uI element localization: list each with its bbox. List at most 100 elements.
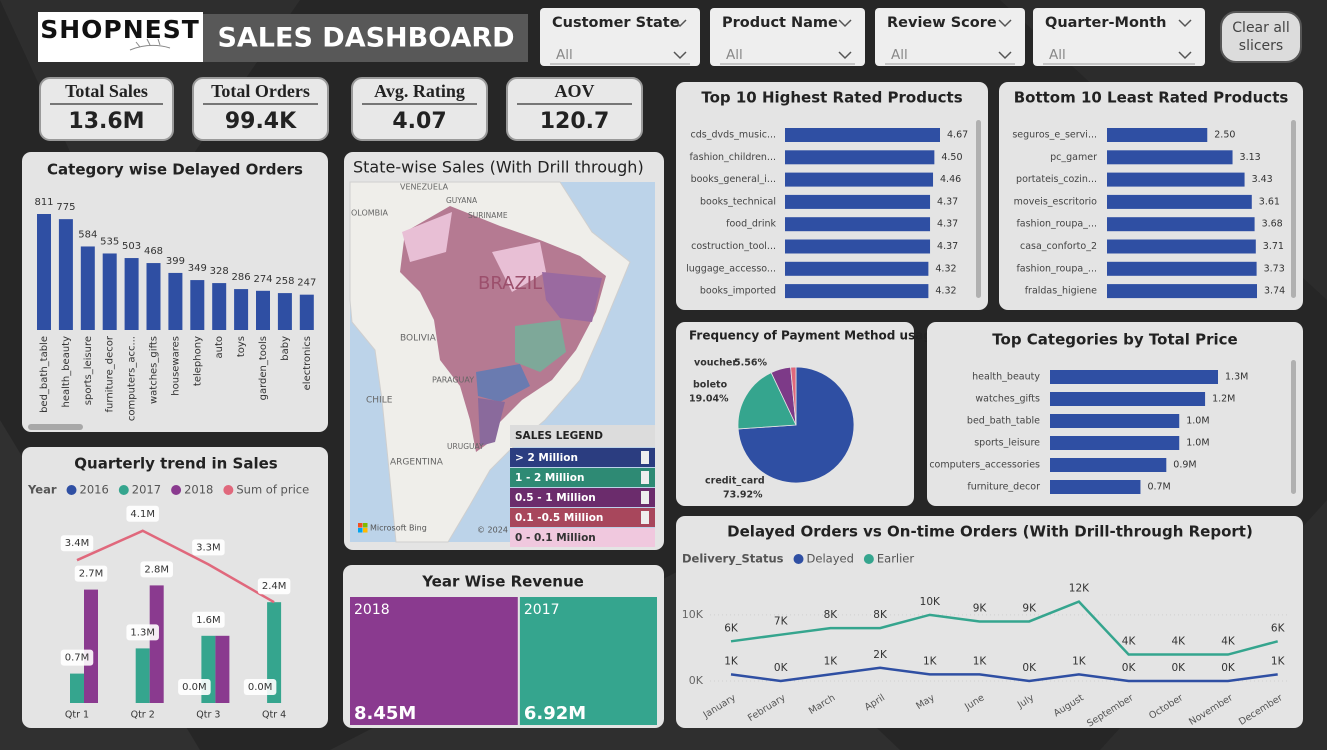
y-tick-label: moveis_escritorio	[1014, 196, 1098, 207]
data-label: 3.73	[1264, 263, 1285, 274]
data-label-box	[140, 561, 173, 578]
slicer-value[interactable]: All	[556, 47, 573, 63]
slicer[interactable]	[540, 8, 700, 66]
y-tick-label: casa_conforto_2	[1020, 241, 1097, 252]
bar	[135, 648, 150, 703]
data-label: 0.7M	[65, 653, 90, 664]
legend-handle	[641, 511, 649, 524]
y-tick-label: books_technical	[700, 196, 776, 207]
slicer-value[interactable]: All	[726, 47, 743, 63]
data-label: 3.13	[1240, 152, 1261, 163]
data-label: 468	[144, 246, 163, 257]
slicer[interactable]	[875, 8, 1025, 66]
data-label-box	[74, 565, 108, 582]
clear-slicers-button[interactable]: Clear all slicers	[1220, 11, 1302, 63]
data-label: 4.32	[935, 286, 956, 297]
map-label: BOLIVIA	[400, 334, 437, 344]
x-tick-label: bed_bath_table	[39, 336, 50, 413]
data-label: 2K	[873, 649, 888, 661]
chevron	[1178, 51, 1192, 60]
data-label: 775	[56, 202, 75, 213]
data-label: 2.4M	[262, 581, 287, 592]
slicer[interactable]	[1033, 8, 1205, 66]
data-label: 4.67	[947, 130, 968, 141]
data-label: 4.32	[935, 263, 956, 274]
data-label: 2.50	[1214, 130, 1235, 141]
bar	[785, 194, 931, 209]
y-tick-label: cds_dvds_music...	[691, 130, 776, 141]
legend-title: Year	[27, 483, 57, 497]
data-label: 1K	[923, 655, 938, 667]
data-label: 0.9M	[1173, 460, 1196, 471]
data-label: 349	[188, 263, 207, 274]
y-tick-label: watches_gifts	[975, 394, 1040, 405]
x-tick-label: housewares	[170, 336, 181, 396]
bar	[785, 128, 940, 142]
bar	[1050, 392, 1206, 406]
data-label: 328	[210, 266, 229, 277]
scrollbar	[1291, 360, 1296, 494]
chevron	[673, 19, 687, 28]
chevron	[1178, 19, 1192, 28]
y-tick-label: 10K	[682, 608, 704, 621]
map-label: URUGUAY	[447, 442, 484, 451]
y-tick-label: computers_accessories	[929, 460, 1040, 471]
x-tick-label: telephony	[192, 336, 203, 386]
kpi-label: Total Sales	[65, 81, 148, 101]
legend-marker	[66, 485, 77, 495]
map-label: VENEZUELA	[400, 183, 449, 192]
legend-marker	[223, 485, 234, 495]
y-tick-label: fashion_roupa_...	[1016, 263, 1097, 274]
bar	[1107, 217, 1255, 232]
bar	[1107, 172, 1245, 187]
bar	[1107, 150, 1233, 165]
map-region	[492, 242, 546, 292]
data-label: 1.0M	[1186, 416, 1209, 427]
map-region	[402, 212, 452, 262]
bar	[1050, 480, 1141, 494]
slicer-label: Product Name	[722, 15, 838, 31]
data-label: 1K	[724, 655, 739, 667]
data-label: 1K	[1271, 655, 1286, 667]
dashboard-title: SALES DASHBOARD	[217, 23, 514, 54]
map-label: ARGENTINA	[390, 458, 444, 468]
bar	[1107, 194, 1252, 209]
x-tick-label: toys	[236, 336, 247, 357]
data-label: 0K	[1122, 662, 1137, 674]
chevron	[998, 51, 1012, 60]
data-label: 0.0M	[182, 682, 207, 693]
data-label: 4.1M	[130, 509, 155, 520]
panel	[22, 447, 328, 728]
bar	[168, 272, 183, 330]
x-tick-label: sports_leisure	[83, 336, 94, 405]
y-tick-label: books_general_i...	[691, 174, 776, 185]
slicer-value[interactable]: All	[1049, 47, 1066, 63]
bar	[102, 253, 117, 330]
kpi-card	[192, 77, 329, 141]
bar	[124, 258, 139, 330]
x-tick-label: watches_gifts	[149, 336, 160, 404]
map-region	[400, 206, 606, 452]
data-label: 3.43	[1252, 174, 1273, 185]
x-tick-label: computers_acc...	[127, 336, 138, 421]
legend-label: Earlier	[877, 552, 915, 566]
data-label-box	[243, 679, 277, 695]
y-tick-label: furniture_decor	[967, 482, 1040, 493]
chart-title: State-wise Sales (With Drill through)	[353, 158, 644, 177]
chart-title: Bottom 10 Least Rated Products	[1014, 89, 1289, 107]
data-label-box	[60, 649, 94, 666]
slicer[interactable]	[710, 8, 865, 66]
kpi-value: 120.7	[540, 109, 610, 134]
y-tick-label: books_imported	[700, 286, 776, 297]
kpi-card	[351, 77, 488, 141]
slicer-value[interactable]: All	[891, 47, 908, 63]
kpi-label: AOV	[555, 81, 595, 101]
data-label: 8K	[873, 609, 888, 621]
bar	[785, 172, 934, 187]
data-label: 4.37	[937, 219, 958, 230]
data-label: 1.6M	[196, 615, 221, 626]
legend-handle	[641, 491, 649, 504]
data-label: 4K	[1122, 636, 1137, 648]
data-label-box	[60, 535, 94, 552]
